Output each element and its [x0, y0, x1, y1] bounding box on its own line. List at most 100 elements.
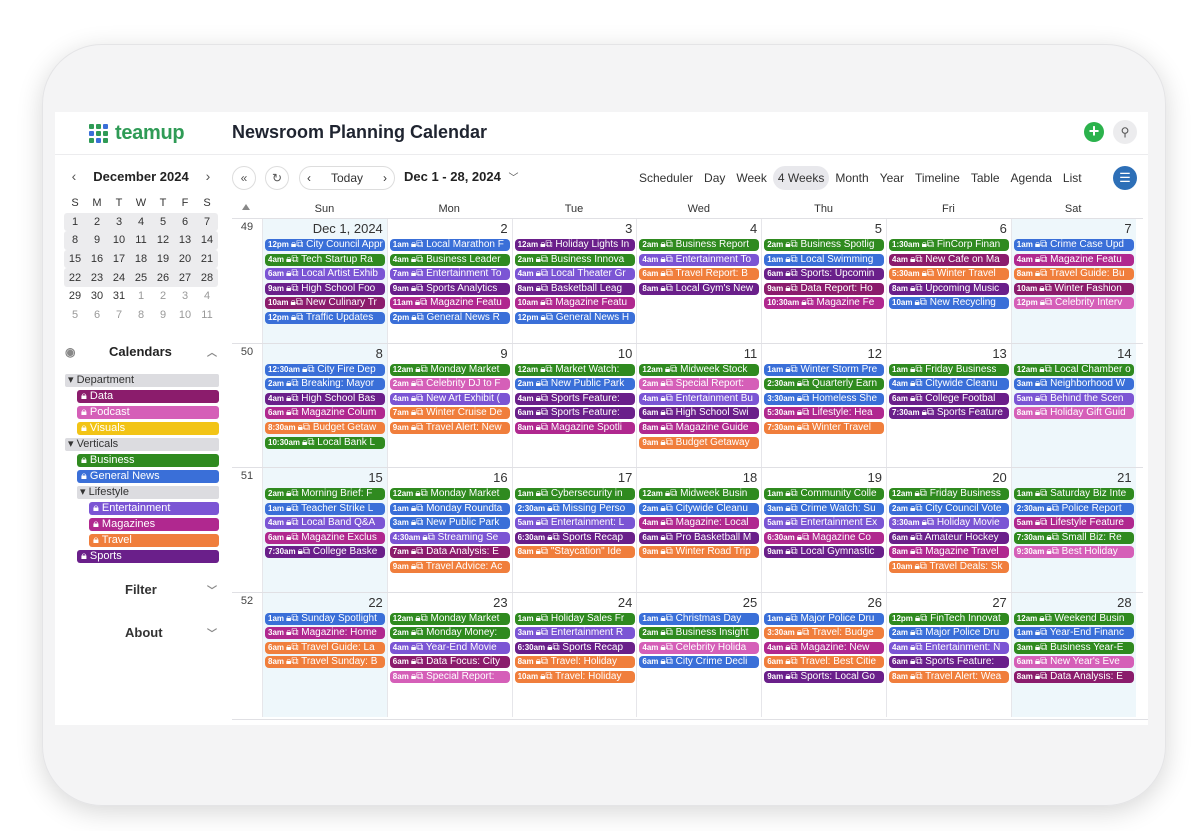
- calendar-event[interactable]: 8am 🔒︎⧉ "Staycation" Ide: [514, 546, 635, 559]
- calendar-event[interactable]: 10am 🔒︎⧉ New Recycling: [889, 297, 1009, 310]
- calendar-event[interactable]: 7am 🔒︎⧉ Entertainment To: [389, 268, 510, 281]
- calendar-event[interactable]: 9am 🔒︎⧉ Sports Analytics: [389, 282, 510, 295]
- day-cell[interactable]: 18 12am 🔒︎⧉ Midweek Busin 2am 🔒︎⧉ Citywide C…: [636, 468, 761, 592]
- calendar-event[interactable]: 2am 🔒︎⧉ New Public Park: [514, 378, 635, 391]
- calendar-item[interactable]: 🔒︎ Podcast: [77, 406, 219, 419]
- calendar-event[interactable]: 2pm 🔒︎⧉ General News R: [389, 312, 510, 324]
- calendar-event[interactable]: 12am 🔒︎⧉ Monday Market: [389, 488, 510, 500]
- mini-day[interactable]: 19: [156, 253, 170, 266]
- mini-day[interactable]: 29: [68, 290, 82, 303]
- mini-day[interactable]: 8: [137, 308, 145, 321]
- calendar-event[interactable]: 12am 🔒︎⧉ Local Chamber o: [1013, 363, 1134, 376]
- mini-day[interactable]: 2: [93, 215, 101, 228]
- calendar-event[interactable]: 7:30am 🔒︎⧉ Winter Travel: [764, 421, 885, 434]
- mini-day[interactable]: 5: [71, 308, 79, 321]
- day-cell[interactable]: 9 12am 🔒︎⧉ Monday Market 2am 🔒︎⧉ Celebrity D…: [386, 343, 512, 468]
- day-cell[interactable]: 23 12am 🔒︎⧉ Monday Market 2am 🔒︎⧉ Monday Mon…: [386, 592, 512, 717]
- mini-day[interactable]: 10: [112, 234, 126, 247]
- calendar-event[interactable]: 7:30am 🔒︎⧉ Small Biz: Re: [1013, 531, 1134, 544]
- calendar-event[interactable]: 3am 🔒︎⧉ Crime Watch: Su: [764, 502, 885, 515]
- mini-day[interactable]: 4: [137, 215, 145, 228]
- mini-prev-month-icon[interactable]: ‹: [71, 168, 77, 184]
- calendar-event[interactable]: 6am 🔒︎⧉ Travel Guide: La: [265, 641, 385, 654]
- filter-section[interactable]: Filter ﹀: [65, 582, 217, 597]
- calendar-event[interactable]: 1am 🔒︎⧉ Teacher Strike L: [265, 502, 385, 515]
- day-cell[interactable]: 12 1am 🔒︎⧉ Winter Storm Pre 2:30am 🔒︎⧉ Quart…: [761, 343, 886, 468]
- refresh-icon[interactable]: ↻: [265, 166, 289, 190]
- calendar-group[interactable]: ▾ Lifestyle: [77, 486, 219, 499]
- day-cell[interactable]: 16 12am 🔒︎⧉ Monday Market 1am 🔒︎⧉ Monday Rou…: [386, 468, 512, 592]
- calendar-event[interactable]: 4am 🔒︎⧉ Entertainment: N: [889, 641, 1009, 654]
- day-cell[interactable]: Dec 1, 2024 12pm 🔒︎⧉ City Council Appr 4am 🔒…: [262, 219, 387, 343]
- calendar-event[interactable]: 1am 🔒︎⧉ Crime Case Upd: [1013, 239, 1134, 251]
- calendar-event[interactable]: 6am 🔒︎⧉ Sports Feature:: [889, 656, 1009, 669]
- day-cell[interactable]: 11 12am 🔒︎⧉ Midweek Stock 2am 🔒︎⧉ Special Re…: [636, 343, 761, 468]
- day-cell[interactable]: 19 1am 🔒︎⧉ Community Colle 3am 🔒︎⧉ Crime Wat…: [761, 468, 886, 592]
- calendar-event[interactable]: 4:30am 🔒︎⧉ Streaming Se: [389, 531, 510, 544]
- calendar-event[interactable]: 12am 🔒︎⧉ Friday Business: [889, 488, 1009, 500]
- mini-day[interactable]: 10: [178, 308, 192, 321]
- calendar-event[interactable]: 12am 🔒︎⧉ Midweek Stock: [639, 363, 760, 376]
- mini-day[interactable]: 11: [135, 234, 147, 247]
- day-cell[interactable]: 13 1am 🔒︎⧉ Friday Business 4am 🔒︎⧉ Citywide …: [886, 343, 1011, 468]
- collapse-sidebar-icon[interactable]: «: [232, 166, 256, 190]
- calendar-event[interactable]: 1am 🔒︎⧉ Winter Storm Pre: [764, 363, 885, 376]
- calendar-event[interactable]: 1am 🔒︎⧉ Monday Roundta: [389, 502, 510, 515]
- calendar-event[interactable]: 2am 🔒︎⧉ Special Report:: [639, 378, 760, 391]
- calendar-item[interactable]: 🔒︎ General News: [77, 470, 219, 483]
- calendar-event[interactable]: 4am 🔒︎⧉ Entertainment Bu: [639, 392, 760, 405]
- calendar-event[interactable]: 2am 🔒︎⧉ Monday Money:: [389, 627, 510, 640]
- calendar-event[interactable]: 8:30am 🔒︎⧉ Budget Getaw: [265, 421, 385, 434]
- calendar-event[interactable]: 10am 🔒︎⧉ Travel: Holiday: [514, 670, 635, 683]
- calendar-event[interactable]: 4am 🔒︎⧉ Magazine: Local: [639, 517, 760, 530]
- chevron-up-icon[interactable]: ︿: [207, 348, 217, 359]
- calendar-item[interactable]: 🔒︎ Sports: [77, 550, 219, 563]
- calendar-event[interactable]: 9am 🔒︎⧉ Sports: Local Go: [764, 670, 885, 683]
- calendar-event[interactable]: 6:30am 🔒︎⧉ Sports Recap: [514, 641, 635, 654]
- calendar-event[interactable]: 12pm 🔒︎⧉ Traffic Updates: [265, 312, 385, 324]
- calendar-event[interactable]: 2am 🔒︎⧉ Celebrity DJ to F: [389, 378, 510, 391]
- mini-day[interactable]: 31: [112, 290, 126, 303]
- calendar-event[interactable]: 7:30am 🔒︎⧉ Sports Feature: [889, 407, 1009, 420]
- calendar-event[interactable]: 8am 🔒︎⧉ Travel Alert: Wea: [889, 670, 1009, 683]
- mini-day[interactable]: 9: [93, 234, 101, 247]
- calendar-event[interactable]: 5:30am 🔒︎⧉ Lifestyle: Hea: [764, 407, 885, 420]
- mini-day[interactable]: 21: [200, 253, 214, 266]
- calendar-event[interactable]: 5am 🔒︎⧉ Lifestyle Feature: [1013, 517, 1134, 530]
- calendar-event[interactable]: 3:30am 🔒︎⧉ Holiday Movie: [889, 517, 1009, 530]
- calendar-event[interactable]: 10:30am 🔒︎⧉ Local Bank L: [265, 436, 385, 449]
- mini-day[interactable]: 11: [201, 308, 213, 321]
- calendar-event[interactable]: 6am 🔒︎⧉ College Footbal: [889, 392, 1009, 405]
- calendars-header[interactable]: ◉ Calendars ︿: [65, 344, 217, 359]
- calendar-event[interactable]: 9am 🔒︎⧉ Travel Advice: Ac: [389, 561, 510, 573]
- calendar-event[interactable]: 12am 🔒︎⧉ Holiday Lights In: [514, 239, 635, 251]
- mini-day[interactable]: 8: [71, 234, 79, 247]
- mini-day[interactable]: 16: [90, 253, 104, 266]
- calendar-event[interactable]: 4am 🔒︎⧉ Celebrity Holida: [639, 641, 760, 654]
- calendar-event[interactable]: 1am 🔒︎⧉ Local Swimming: [764, 253, 885, 266]
- mini-day[interactable]: 24: [112, 271, 126, 284]
- calendar-event[interactable]: 10am 🔒︎⧉ New Culinary Tr: [265, 297, 385, 310]
- calendar-event[interactable]: 1am 🔒︎⧉ Holiday Sales Fr: [514, 612, 635, 625]
- day-cell[interactable]: 10 12am 🔒︎⧉ Market Watch: 2am 🔒︎⧉ New Public…: [511, 343, 637, 468]
- calendar-event[interactable]: 10am 🔒︎⧉ Travel Deals: Sk: [889, 561, 1009, 573]
- calendar-event[interactable]: 3:30am 🔒︎⧉ Homeless She: [764, 392, 885, 405]
- mini-day[interactable]: 2: [159, 290, 167, 303]
- calendar-event[interactable]: 3:30am 🔒︎⧉ Travel: Budge: [764, 627, 885, 640]
- calendar-event[interactable]: 1am 🔒︎⧉ Cybersecurity in: [514, 488, 635, 500]
- calendar-event[interactable]: 1am 🔒︎⧉ Sunday Spotlight: [265, 612, 385, 625]
- calendar-event[interactable]: 9am 🔒︎⧉ Winter Road Trip: [639, 546, 760, 559]
- calendar-event[interactable]: 4am 🔒︎⧉ Local Theater Gr: [514, 268, 635, 281]
- mini-day[interactable]: 3: [181, 290, 189, 303]
- calendar-event[interactable]: 2am 🔒︎⧉ Morning Brief: F: [265, 488, 385, 500]
- day-cell[interactable]: 26 1am 🔒︎⧉ Major Police Dru 3:30am 🔒︎⧉ Trave…: [761, 592, 886, 717]
- calendar-event[interactable]: 7am 🔒︎⧉ Winter Cruise De: [389, 407, 510, 420]
- mini-day[interactable]: 4: [203, 290, 211, 303]
- calendar-event[interactable]: 2:30am 🔒︎⧉ Quarterly Earn: [764, 378, 885, 391]
- logo[interactable]: teamup: [89, 122, 185, 145]
- calendar-event[interactable]: 1am 🔒︎⧉ Year-End Financ: [1013, 627, 1134, 640]
- calendar-event[interactable]: 6am 🔒︎⧉ Pro Basketball M: [639, 531, 760, 544]
- calendar-event[interactable]: 12am 🔒︎⧉ Midweek Busin: [639, 488, 760, 500]
- calendar-event[interactable]: 8am 🔒︎⧉ Upcoming Music: [889, 282, 1009, 295]
- mini-day[interactable]: 12: [156, 234, 170, 247]
